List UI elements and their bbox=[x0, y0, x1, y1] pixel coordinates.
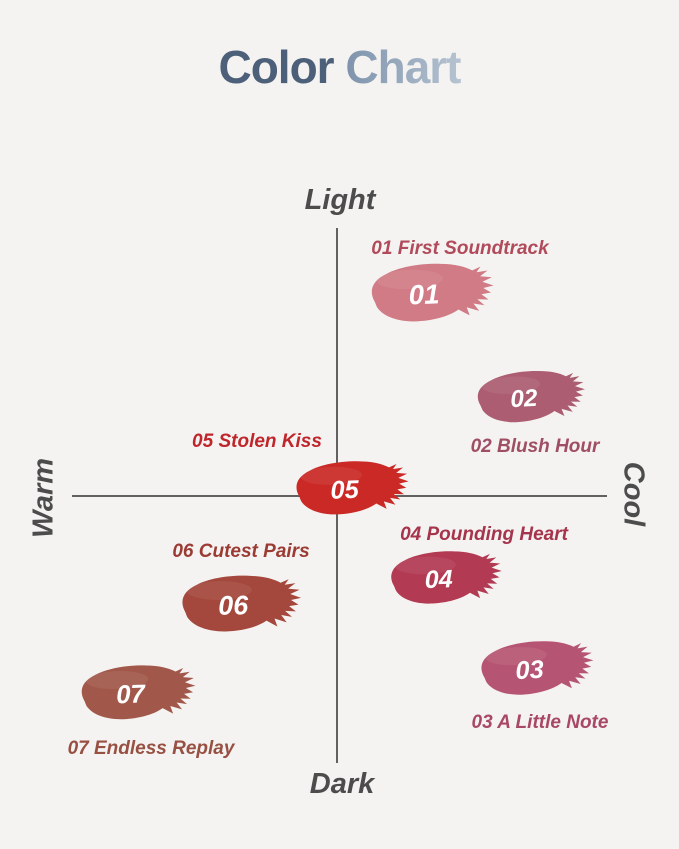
paint-smear-icon: 06 bbox=[182, 575, 302, 632]
swatch-number: 03 bbox=[515, 656, 545, 685]
paint-smear-icon: 05 bbox=[296, 461, 409, 515]
axis-label-light: Light bbox=[304, 184, 376, 216]
swatch-number: 04 bbox=[424, 565, 453, 594]
swatch-04: 04 bbox=[375, 544, 515, 618]
paint-smear-icon: 01 bbox=[371, 263, 494, 322]
swatch-label-06: 06 Cutest Pairs bbox=[172, 541, 310, 562]
axis-label-dark: Dark bbox=[309, 768, 375, 800]
paint-smear-icon: 02 bbox=[477, 371, 585, 423]
swatch-label-05: 05 Stolen Kiss bbox=[192, 431, 322, 452]
swatch-number: 07 bbox=[116, 680, 147, 709]
page-title-primary: Color bbox=[218, 41, 334, 93]
title-space bbox=[334, 41, 346, 93]
swatch-number: 02 bbox=[510, 385, 539, 413]
swatch-number: 06 bbox=[218, 590, 249, 621]
axis-label-warm: Warm bbox=[27, 457, 60, 539]
axis-label-cool: Cool bbox=[617, 461, 650, 527]
swatch-05: 05 bbox=[280, 454, 422, 529]
page-title-secondary: Chart bbox=[345, 41, 461, 93]
swatch-label-03: 03 A Little Note bbox=[471, 712, 609, 733]
paint-smear-icon: 07 bbox=[81, 665, 196, 720]
swatch-number: 05 bbox=[330, 476, 360, 505]
swatch-label-04: 04 Pounding Heart bbox=[400, 524, 568, 545]
swatch-03: 03 bbox=[464, 632, 607, 709]
swatch-02: 02 bbox=[461, 363, 598, 437]
swatch-number: 01 bbox=[408, 278, 440, 310]
paint-smear-icon: 04 bbox=[391, 551, 502, 604]
swatch-label-02: 02 Blush Hour bbox=[470, 436, 600, 457]
swatch-label-07: 07 Endless Replay bbox=[67, 738, 235, 759]
page-title: Color Chart bbox=[0, 40, 679, 94]
swatch-07: 07 bbox=[65, 658, 209, 734]
paint-smear-icon: 03 bbox=[481, 641, 594, 695]
swatch-label-01: 01 First Soundtrack bbox=[371, 238, 549, 259]
swatch-06: 06 bbox=[165, 569, 314, 646]
swatch-01: 01 bbox=[354, 255, 509, 336]
